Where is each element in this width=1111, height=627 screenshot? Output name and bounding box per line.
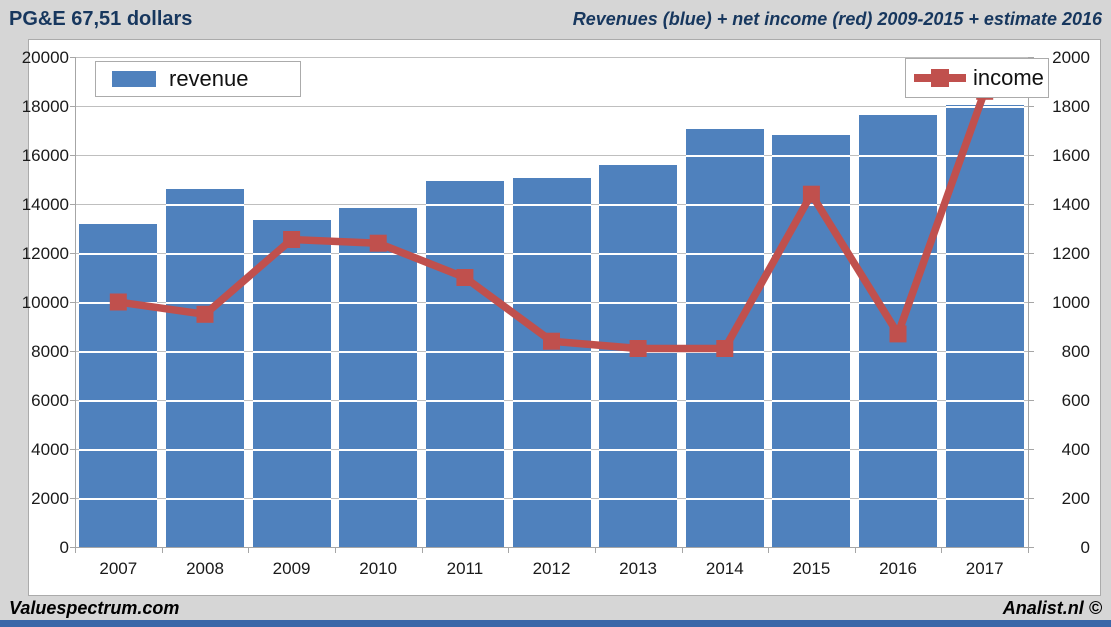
footer-bar: Valuespectrum.com Analist.nl © (0, 597, 1111, 620)
income-line-icon (914, 69, 966, 87)
stock-title: PG&E 67,51 dollars (9, 7, 193, 30)
bottom-accent-strip (0, 620, 1111, 627)
header-bar: PG&E 67,51 dollars Revenues (blue) + net… (0, 0, 1111, 38)
legend-income-label: income (973, 65, 1044, 90)
legend-income: income (905, 58, 1049, 98)
legend-revenue-label: revenue (169, 66, 249, 91)
legend-revenue: revenue (95, 61, 301, 97)
footer-right-credit: Analist.nl © (1002, 598, 1102, 618)
footer-left-credit: Valuespectrum.com (9, 598, 180, 618)
revenue-swatch-icon (112, 71, 156, 87)
chart-title: Revenues (blue) + net income (red) 2009-… (572, 8, 1102, 29)
chart-area (28, 39, 1101, 596)
